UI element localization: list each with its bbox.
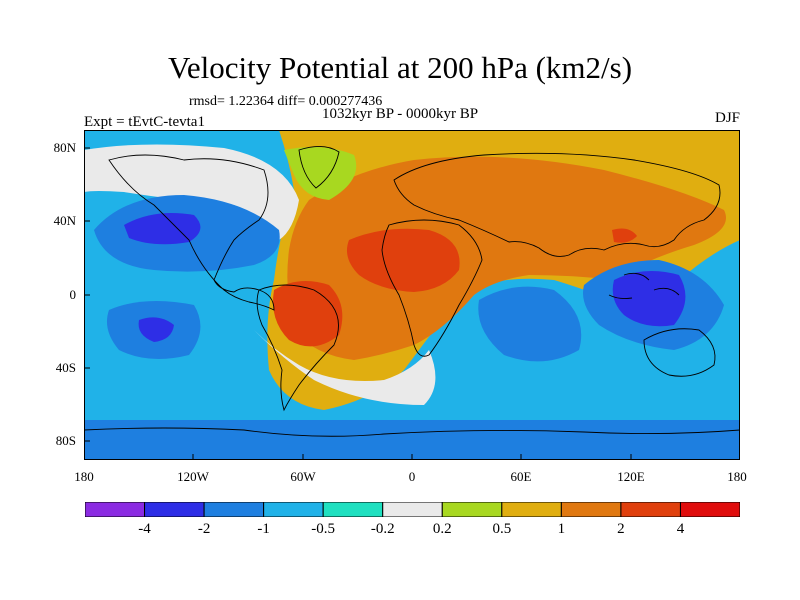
colorbar-label: -0.5 [311,521,336,537]
colorbar-label: 0.5 [492,521,512,537]
colorbar-swatch [263,502,324,517]
colorbar-label: -2 [197,521,211,537]
colorbar-swatch [679,502,740,517]
positive-region-orange [287,156,726,360]
colorbar-swatch [85,502,146,517]
coastline-africa [381,219,483,357]
colorbar-label: 0.2 [432,521,452,537]
period-text: 1032kyr BP - 0000kyr BP [322,106,479,122]
equatorial-neutral [254,330,436,405]
southern-ocean-band [84,420,740,460]
lat-label-80s: 80S [55,433,76,448]
colorbar-swatch [560,502,622,517]
lon-label-120e: 120E [617,469,645,484]
colorbar [85,502,740,517]
colorbar-swatch [144,502,205,517]
coastline-australia [643,328,716,377]
south-pacific-low-core [138,317,174,342]
colorbar-swatch [203,502,265,517]
indian-ocean-low [478,286,582,362]
lat-label-40n: 40N [53,213,76,228]
coastline-north-america [108,154,275,311]
colorbar-swatch [441,502,503,517]
experiment-label: Expt = tEvtC-tevta1 [84,114,205,130]
page-title: Velocity Potential at 200 hPa (km2/s) [167,50,633,85]
maximum-africa [346,228,460,292]
coastline-south-america [256,284,339,412]
lat-label-0: 0 [69,287,77,302]
velocity-potential-map [84,130,740,460]
lat-label-40s: 40S [55,360,76,375]
coastlines [84,146,740,437]
colorbar-swatch [501,502,562,517]
maximum-asia [612,228,637,243]
colorbar-label: -4 [138,521,151,537]
maritime-low-core [612,271,686,327]
colorbar-label: -1 [257,521,270,537]
lat-label-80n: 80N [53,140,76,155]
lon-label-60e: 60E [510,469,532,484]
lon-label-60w: 60W [290,469,316,484]
stats-text: rmsd= 1.22364 diff= 0.000277436 [189,94,383,109]
season-label: DJF [714,110,740,126]
coastline-greenland [298,146,340,189]
colorbar-label: 4 [676,521,685,537]
arctic-neutral [84,144,299,240]
colorbar-swatch [620,502,681,517]
coastline-maritime-islands [608,272,680,300]
lon-label-180w: 180 [74,469,94,484]
coastline-europe-asia [393,152,721,257]
colorbar-label: -0.2 [370,521,395,537]
north-pacific-low-core [124,212,201,245]
colorbar-swatch [382,502,443,517]
map-ticks [84,147,632,460]
colorbar-label: 1 [557,521,566,537]
colorbar-label: 2 [617,521,625,537]
lon-label-0: 0 [408,469,416,484]
coastline-antarctica [84,427,740,437]
lon-label-180e: 180 [727,469,747,484]
lon-label-120w: 120W [177,469,209,484]
arctic-green [284,146,357,200]
colorbar-swatch [322,502,384,517]
